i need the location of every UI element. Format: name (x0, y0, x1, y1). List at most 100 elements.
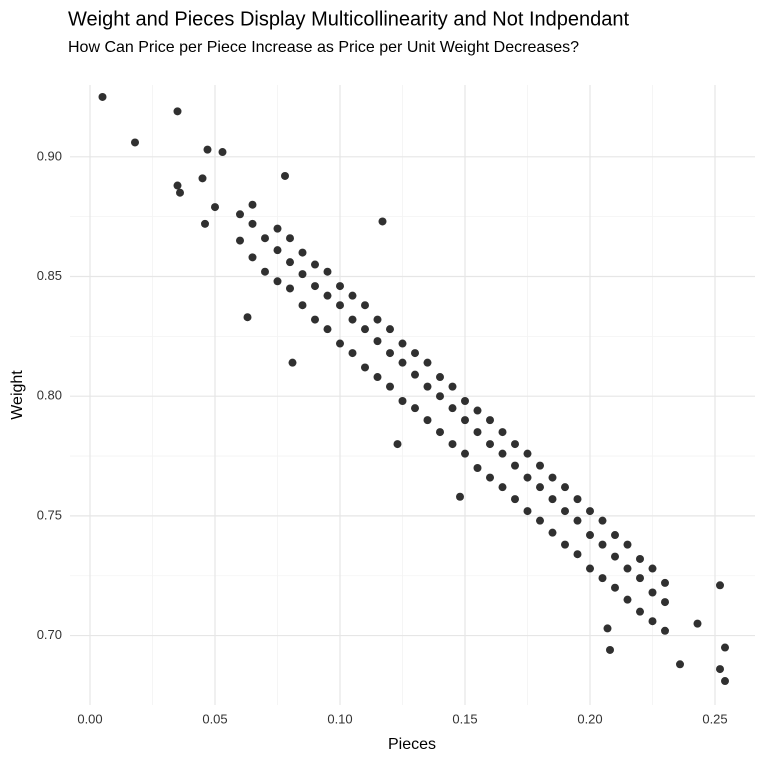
point (436, 392, 444, 401)
point (721, 677, 729, 686)
point (398, 339, 407, 348)
point (461, 396, 469, 405)
point (636, 607, 644, 616)
point (561, 483, 569, 492)
point (348, 315, 357, 324)
point (398, 358, 407, 367)
point (648, 564, 657, 573)
x-axis-label: Pieces (388, 736, 436, 753)
point (411, 349, 419, 358)
point (323, 325, 332, 334)
y-tick-label: 0.85 (37, 268, 62, 283)
point (598, 540, 607, 549)
point (611, 552, 619, 561)
point (603, 624, 612, 633)
point (398, 396, 407, 405)
point (286, 284, 294, 293)
point (261, 234, 269, 243)
y-tick-label: 0.80 (37, 388, 62, 403)
x-tick-label: 0.15 (452, 711, 477, 726)
point (636, 574, 644, 583)
point (573, 516, 582, 525)
point (298, 270, 307, 279)
point (436, 373, 444, 382)
point (211, 203, 219, 212)
chart-title: Weight and Pieces Display Multicollinear… (68, 8, 629, 30)
point (131, 138, 139, 147)
point (261, 267, 269, 276)
point (373, 373, 382, 382)
point (511, 461, 519, 470)
point (573, 495, 582, 504)
point (273, 277, 282, 286)
y-tick-label: 0.90 (37, 148, 62, 163)
point (523, 449, 532, 458)
point (536, 461, 544, 470)
point (336, 339, 344, 348)
point (248, 219, 257, 228)
point (373, 315, 382, 324)
point (561, 540, 569, 549)
point (311, 260, 319, 269)
point (473, 428, 482, 437)
point (448, 382, 457, 391)
point (456, 492, 464, 501)
point (448, 404, 457, 413)
point (298, 301, 307, 310)
y-axis-label: Weight (9, 370, 26, 420)
point (676, 660, 684, 669)
point (648, 617, 657, 626)
point (598, 516, 607, 525)
point (411, 404, 419, 413)
point (311, 282, 319, 291)
point (661, 578, 669, 587)
point (623, 595, 632, 604)
point (598, 574, 607, 583)
point (523, 507, 532, 516)
point (536, 483, 544, 492)
point (523, 473, 532, 482)
point (386, 349, 394, 358)
point (98, 92, 107, 101)
point (716, 581, 724, 590)
point (361, 325, 369, 334)
point (336, 282, 344, 291)
point (461, 449, 469, 458)
point (511, 440, 519, 449)
point (248, 200, 257, 209)
point (623, 540, 632, 549)
point (498, 428, 507, 437)
point (348, 349, 357, 358)
point (661, 626, 669, 635)
point (486, 440, 494, 449)
point (498, 483, 507, 492)
x-tick-label: 0.10 (327, 711, 352, 726)
point (348, 291, 357, 300)
point (486, 416, 494, 425)
point (511, 495, 519, 504)
x-tick-label: 0.20 (577, 711, 602, 726)
point (486, 473, 494, 482)
point (311, 315, 319, 324)
point (536, 516, 544, 525)
point (201, 219, 209, 228)
point (586, 564, 594, 573)
point (611, 531, 619, 540)
point (561, 507, 569, 516)
point (473, 406, 482, 415)
point (288, 358, 297, 367)
point (548, 528, 557, 537)
point (473, 464, 482, 473)
point (586, 531, 594, 540)
point (423, 382, 432, 391)
point (548, 495, 557, 504)
point (286, 234, 294, 243)
point (498, 449, 507, 458)
point (423, 416, 432, 425)
point (248, 253, 257, 262)
point (173, 107, 182, 116)
point (243, 313, 252, 322)
point (273, 224, 282, 233)
point (323, 267, 332, 276)
point (281, 171, 289, 180)
